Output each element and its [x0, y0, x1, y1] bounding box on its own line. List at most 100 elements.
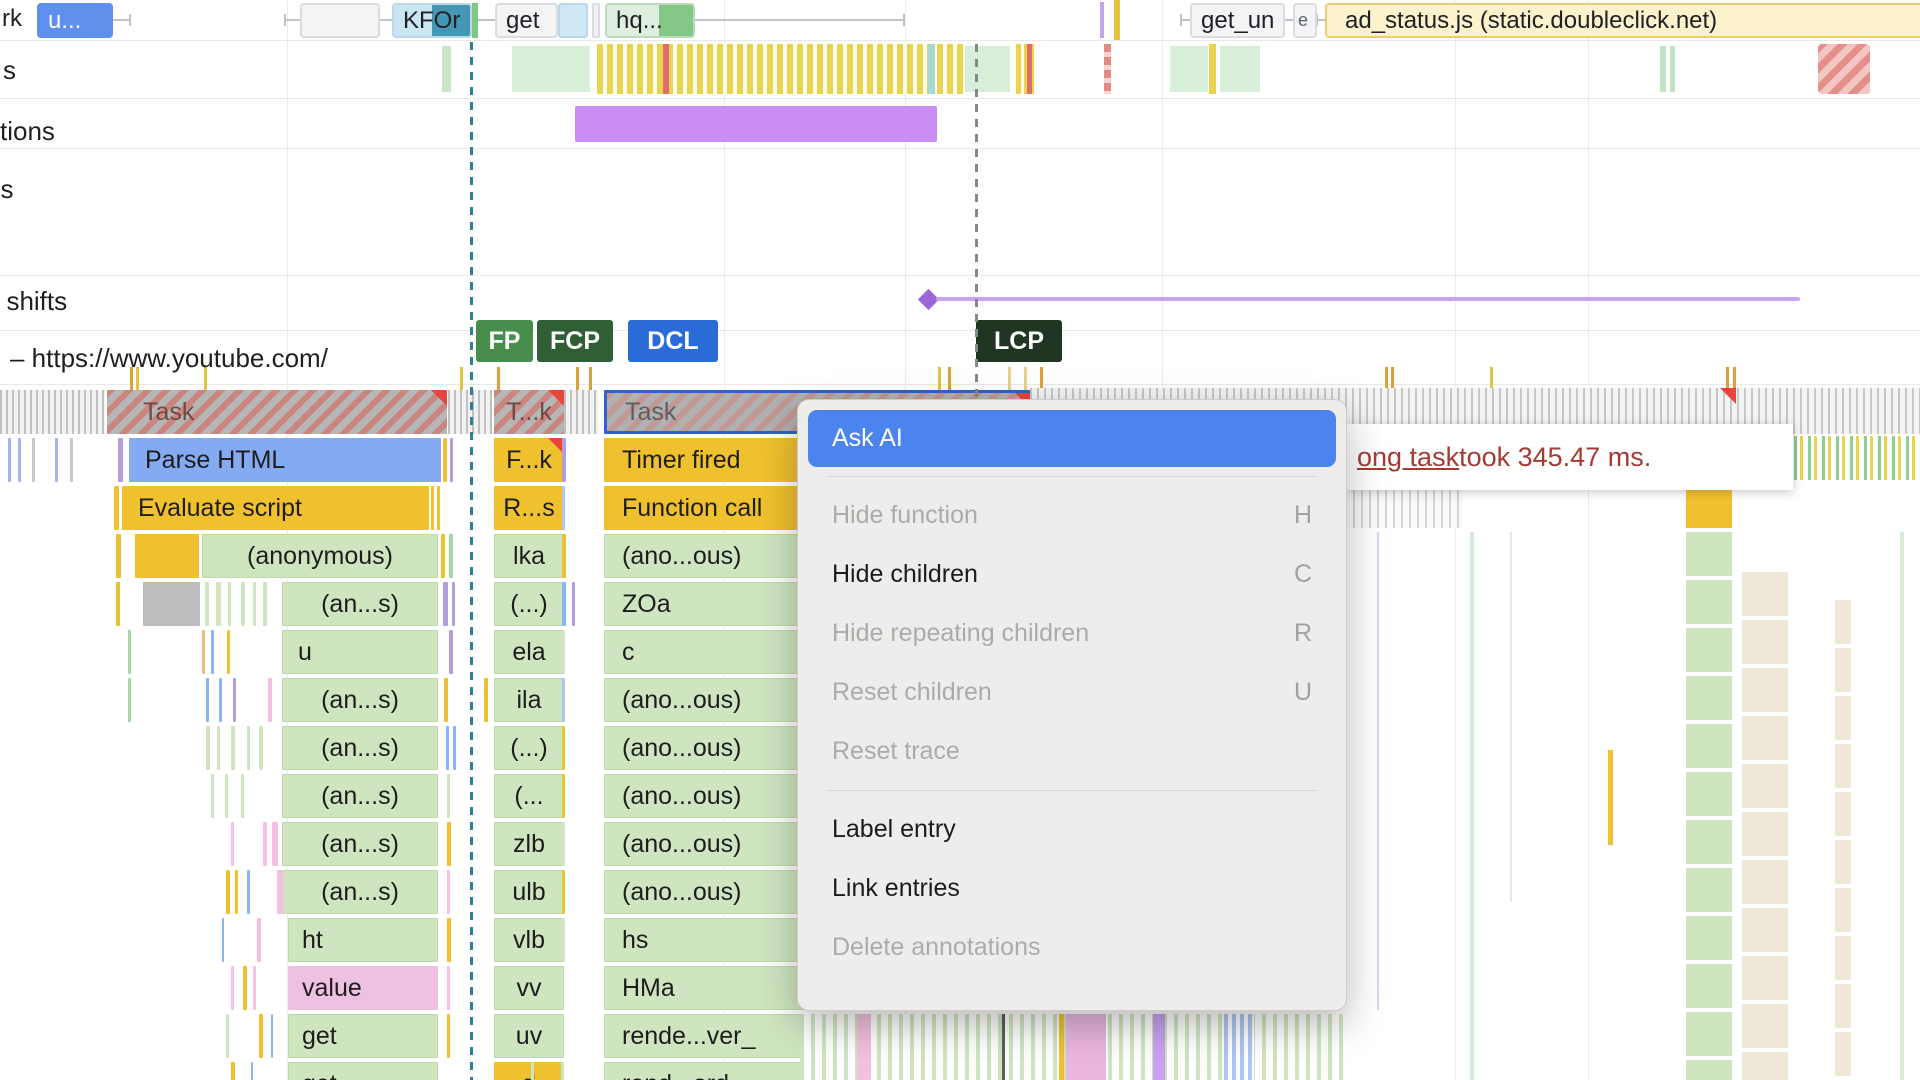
network-request-label-cut: rk [2, 5, 22, 32]
main-thread-header[interactable]: – https://www.youtube.com/ [0, 331, 1920, 384]
flame-entry[interactable]: uv [494, 1014, 564, 1058]
flame-entry[interactable]: (an...s) [282, 822, 438, 866]
flame-entry[interactable]: (ano...ous) [604, 870, 804, 914]
network-whisker [113, 19, 131, 21]
flame-entry[interactable]: F...k [494, 438, 564, 482]
flame-entry[interactable]: get [288, 1062, 438, 1080]
network-request-label: get_un [1201, 6, 1275, 34]
flame-entry-label: (anonymous) [247, 541, 393, 570]
timing-marker-lcp[interactable]: LCP [976, 320, 1062, 362]
flame-entry[interactable]: d [494, 1062, 564, 1080]
network-request[interactable]: get [495, 3, 558, 38]
flame-entry[interactable]: vv [494, 966, 564, 1010]
flame-entry-label: zlb [513, 829, 545, 858]
flame-entry-label: vv [516, 973, 542, 1002]
flame-entry[interactable]: value [288, 966, 438, 1010]
flame-entry-label: value [302, 973, 362, 1002]
flame-sliver [32, 438, 35, 482]
flame-entry[interactable]: Parse HTML [129, 438, 441, 482]
flame-column-green[interactable] [1686, 532, 1732, 1080]
flame-entry[interactable]: T...k [494, 390, 564, 434]
long-task-link[interactable]: ong task [1357, 441, 1460, 472]
layout-shifts-track: t shifts [0, 276, 1920, 330]
flame-entry[interactable]: ht [288, 918, 438, 962]
frame-good[interactable] [1220, 46, 1260, 92]
flame-entry[interactable]: c [604, 630, 804, 674]
network-request[interactable]: KFOr [392, 3, 472, 38]
frames-partial-strip[interactable] [597, 44, 965, 94]
interaction-bar[interactable] [575, 106, 937, 142]
network-request-body [659, 5, 693, 36]
flame-sliver [277, 870, 283, 914]
flame-entry[interactable]: (...) [494, 582, 564, 626]
flame-entry[interactable]: ulb [494, 870, 564, 914]
flame-entry[interactable]: (an...s) [282, 678, 438, 722]
flame-entry[interactable]: (ano...ous) [604, 534, 804, 578]
flame-sliver [443, 582, 448, 626]
flame-entry[interactable]: (an...s) [282, 870, 438, 914]
timing-marker-fcp[interactable]: FCP [537, 320, 613, 362]
flame-entry[interactable]: Evaluate script [122, 486, 429, 530]
flame-entry[interactable]: u [282, 630, 438, 674]
network-subrequest[interactable] [558, 3, 588, 38]
network-tiny-pill[interactable] [592, 3, 600, 38]
flame-entry[interactable]: (... [494, 774, 564, 818]
timing-marker-fp[interactable]: FP [476, 320, 533, 362]
frame-good[interactable] [965, 46, 1010, 92]
flame-entry-label: (an...s) [321, 589, 399, 618]
flame-entry[interactable]: rend...ord [604, 1062, 804, 1080]
flame-entry[interactable]: R...s [494, 486, 564, 530]
flame-sliver [562, 438, 566, 482]
flame-entry[interactable]: (...) [494, 726, 564, 770]
flame-entry[interactable]: ila [494, 678, 564, 722]
flame-sliver [449, 630, 453, 674]
flame-entry[interactable]: (ano...ous) [604, 822, 804, 866]
frame-good[interactable] [512, 46, 590, 92]
flame-entry[interactable]: (ano...ous) [604, 678, 804, 722]
flame-block-yellow[interactable] [1686, 488, 1732, 528]
menu-item-shortcut: R [1293, 619, 1312, 647]
flame-entry[interactable]: Task [107, 390, 447, 434]
flame-entry[interactable]: (ano...ous) [604, 774, 804, 818]
menu-item-label-entry[interactable]: Label entry [806, 800, 1338, 859]
flame-sliver [253, 966, 256, 1010]
flame-entry[interactable]: (an...s) [282, 774, 438, 818]
flame-entry[interactable]: HMa [604, 966, 804, 1010]
network-request[interactable]: hq... [605, 3, 695, 38]
flame-entry[interactable]: hs [604, 918, 804, 962]
dcl-marker-line [470, 42, 473, 1080]
flame-entry-label: (ano...ous) [622, 733, 742, 762]
flame-entry[interactable]: ZOa [604, 582, 804, 626]
network-request[interactable]: e [1293, 3, 1317, 38]
flame-sliver [259, 726, 263, 770]
menu-item-ask-ai[interactable]: Ask AI [808, 410, 1336, 467]
flame-entry[interactable] [143, 582, 200, 626]
flame-entry[interactable]: ela [494, 630, 564, 674]
menu-item-hide-children[interactable]: Hide children C [806, 545, 1338, 604]
flame-entry[interactable]: (an...s) [282, 582, 438, 626]
menu-item-link-entries[interactable]: Link entries [806, 859, 1338, 918]
flame-entry[interactable]: get [288, 1014, 438, 1058]
flame-sliver [857, 1014, 871, 1080]
flame-entry[interactable] [135, 534, 199, 578]
frame-good[interactable] [1170, 46, 1208, 92]
frame-good[interactable] [442, 46, 451, 92]
flame-entry[interactable]: (anonymous) [202, 534, 438, 578]
network-request[interactable] [300, 3, 380, 38]
network-request[interactable]: u... [37, 3, 113, 38]
flame-entry[interactable]: zlb [494, 822, 564, 866]
network-request[interactable]: get_un [1190, 3, 1285, 38]
flame-entry[interactable]: (ano...ous) [604, 726, 804, 770]
flame-sliver [243, 966, 247, 1010]
timing-marker-dcl[interactable]: DCL [628, 320, 718, 362]
frame-dropped-block[interactable] [1818, 44, 1870, 94]
flame-entry[interactable]: vlb [494, 918, 564, 962]
console-timestamp-tick [1024, 367, 1027, 412]
flame-entry[interactable]: rende...ver_ [604, 1014, 804, 1058]
network-request[interactable]: ad_status.js (static.doubleclick.net) [1325, 3, 1920, 38]
flame-sliver [431, 486, 434, 530]
interactions-track: tions [0, 99, 1920, 148]
console-timestamp-tick [948, 367, 951, 412]
flame-entry[interactable]: (an...s) [282, 726, 438, 770]
flame-entry[interactable]: lka [494, 534, 564, 578]
